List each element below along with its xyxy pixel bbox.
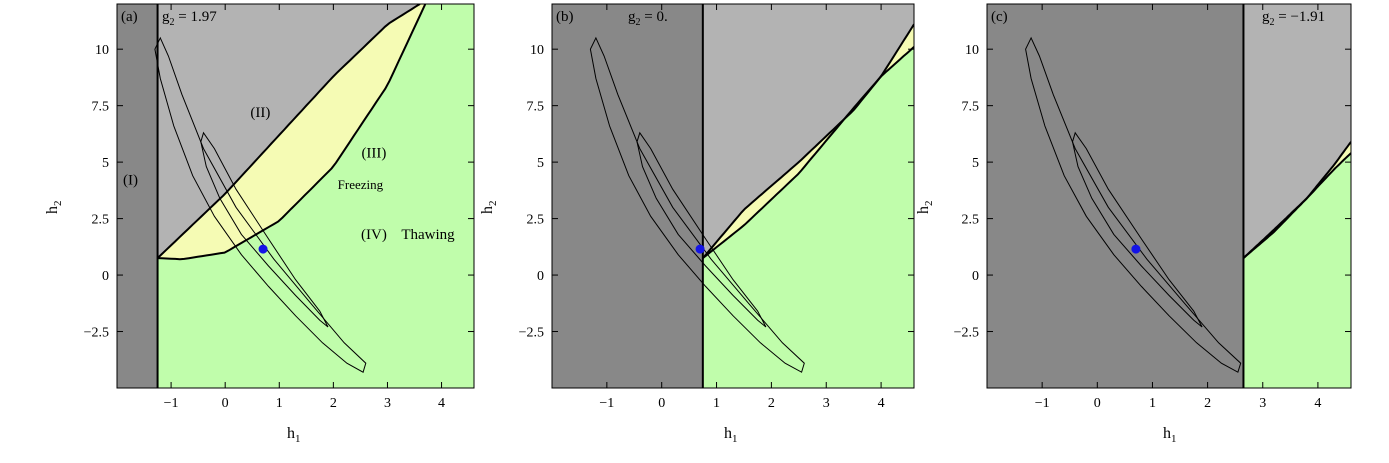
y-tick-label: 2.5 <box>92 213 110 228</box>
x-tick-label: 4 <box>878 396 885 411</box>
y-tick-label: 0 <box>102 269 109 284</box>
y-tick-label: 2.5 <box>962 213 980 228</box>
y-axis-label: h2 <box>44 201 64 215</box>
x-tick-label: 1 <box>1149 396 1156 411</box>
y-tick-label: 0 <box>537 269 544 284</box>
g2-annotation: g2 = 0. <box>628 9 668 28</box>
panel-c-regions <box>987 4 1351 388</box>
x-axis-label: h1 <box>724 425 738 445</box>
y-axis-label: h2 <box>915 201 935 215</box>
panel-b: −1 0 1 2 3 4 −2.5 0 2.5 5 7.5 10 (b) g2 = 0. h1 h2 <box>479 3 915 445</box>
region-label: (IV) <box>361 227 387 243</box>
confidence-contour-outer <box>154 36 367 373</box>
panel-label: (c) <box>991 9 1008 25</box>
x-tick-label: −1 <box>599 396 614 411</box>
g2-annotation: g2 = −1.91 <box>1262 9 1325 28</box>
y-tick-label: −2.5 <box>519 326 544 341</box>
upper-boundary-curve <box>156 4 421 259</box>
x-tick-label: 2 <box>768 396 775 411</box>
x-axis-label: h1 <box>1163 425 1177 445</box>
region-label: (II) <box>250 105 270 121</box>
y-tick-label: 7.5 <box>527 100 545 115</box>
y-tick-label: −2.5 <box>84 326 109 341</box>
panel-c-ticks: −1 0 1 2 3 4 −2.5 0 2.5 5 7.5 10 <box>954 4 1351 411</box>
x-tick-label: 3 <box>1259 396 1266 411</box>
y-axis-label: h2 <box>479 201 499 215</box>
confidence-contour-inner <box>200 131 329 328</box>
lower-boundary-curve <box>1242 152 1351 259</box>
panel-b-regions <box>552 4 914 388</box>
best-fit-point <box>1131 244 1141 254</box>
panel-c: −1 0 1 2 3 4−2.502.557.510 (c) g2 = −1.91 h1 … <box>915 3 1352 445</box>
x-tick-label: 2 <box>1204 396 1211 411</box>
x-tick-label: −1 <box>1035 396 1050 411</box>
y-tick-label: 7.5 <box>962 100 980 115</box>
lower-boundary-curve <box>702 46 914 259</box>
best-fit-point <box>695 244 705 254</box>
x-tick-label: 3 <box>823 396 830 411</box>
panel-b-frame <box>551 3 915 389</box>
region-label: Thawing <box>401 227 455 243</box>
region-label: (III) <box>361 146 386 162</box>
confidence-contour-inner <box>636 131 767 328</box>
x-tick-label: −1 <box>164 396 179 411</box>
y-tick-label: 5 <box>537 156 544 171</box>
x-tick-label: 4 <box>438 396 445 411</box>
panel-a-regions <box>117 4 474 388</box>
y-tick-label: 10 <box>95 43 109 58</box>
x-tick-label: 1 <box>276 396 283 411</box>
x-axis-label: h1 <box>287 425 301 445</box>
region-IV <box>157 4 474 388</box>
panel-label: (b) <box>556 9 574 25</box>
y-tick-label: 7.5 <box>92 100 110 115</box>
y-tick-label: 5 <box>972 156 979 171</box>
region-IV <box>1243 153 1351 388</box>
region-label: (I) <box>123 173 138 189</box>
g2-annotation: g2 = 1.97 <box>162 9 217 28</box>
region-II <box>702 4 914 259</box>
panel-a-ticks: −1 0 1 2 3 4 −2.5 0 2.5 5 7.5 10 <box>84 4 474 411</box>
x-tick-label: 2 <box>330 396 337 411</box>
panel-a-region-labels: (I) (II) (III) Freezing (IV) Thawing <box>123 105 455 243</box>
x-tick-label: 0 <box>222 396 229 411</box>
panel-b-ticks: −1 0 1 2 3 4 −2.5 0 2.5 5 7.5 10 <box>519 4 914 411</box>
region-II <box>1243 4 1351 259</box>
confidence-contour-inner <box>1071 131 1203 328</box>
x-tick-label: 0 <box>1094 396 1101 411</box>
y-tick-label: 2.5 <box>527 213 545 228</box>
x-tick-label: 3 <box>384 396 391 411</box>
x-tick-label: 1 <box>713 396 720 411</box>
panel-a: −1 0 1 2 3 4 −2.5 0 2.5 5 7.5 10 (I) (II) (III) Freezi… <box>44 3 475 445</box>
x-tick-label: 0 <box>658 396 665 411</box>
panel-a-frame <box>116 3 475 389</box>
panel-label: (a) <box>121 9 138 25</box>
y-tick-label: 0 <box>972 269 979 284</box>
region-label: Freezing <box>338 177 384 192</box>
y-tick-label: 10 <box>530 43 544 58</box>
confidence-contour-outer <box>589 36 805 373</box>
lower-boundary-curve <box>157 4 427 261</box>
y-tick-label: −2.5 <box>954 326 979 341</box>
x-tick-label: 4 <box>1314 396 1321 411</box>
y-tick-label: 5 <box>102 156 109 171</box>
region-IV <box>702 46 914 388</box>
best-fit-point <box>258 244 268 254</box>
panel-c-frame <box>986 3 1352 389</box>
confidence-contour-outer <box>1025 36 1242 373</box>
y-tick-label: 10 <box>965 43 979 58</box>
